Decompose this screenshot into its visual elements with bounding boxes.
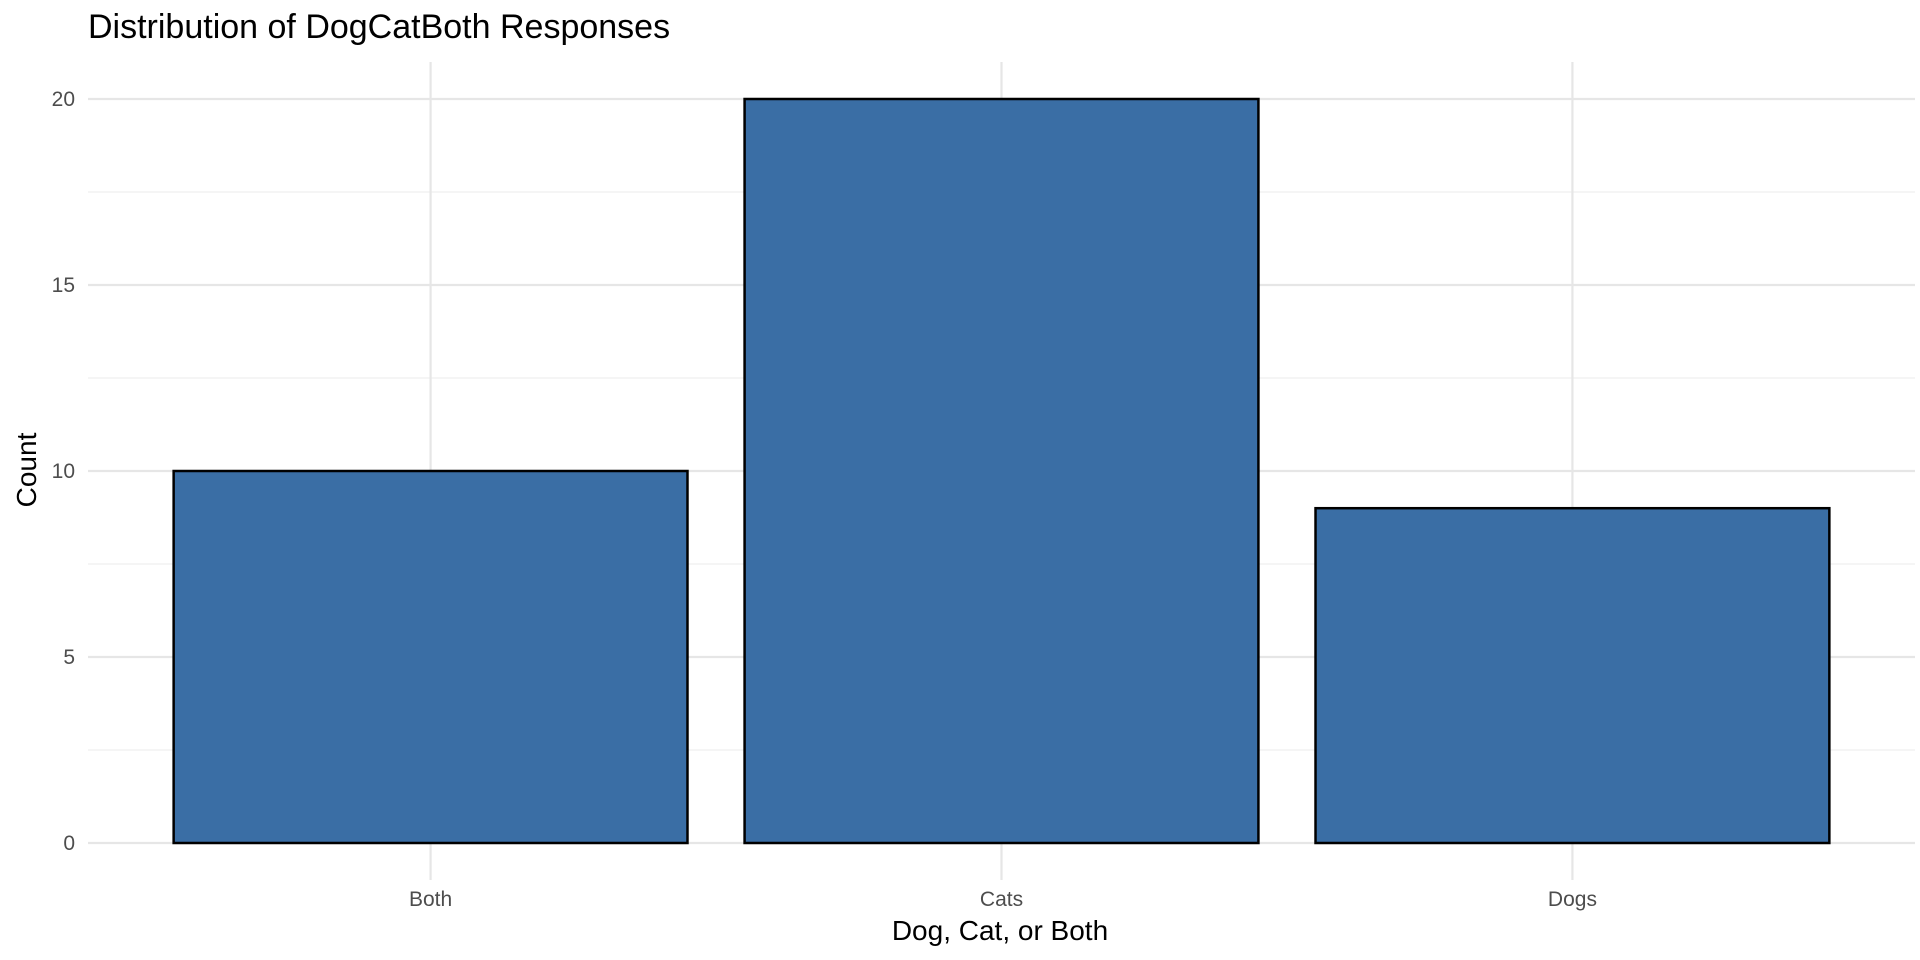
bar-both bbox=[172, 469, 689, 845]
y-axis-title: Count bbox=[11, 432, 42, 507]
x-tick-label: Both bbox=[409, 888, 452, 911]
y-tick-label: 10 bbox=[52, 460, 75, 483]
bars bbox=[172, 97, 1831, 845]
chart-title: Distribution of DogCatBoth Responses bbox=[88, 8, 670, 46]
x-axis-title: Dog, Cat, or Both bbox=[892, 915, 1108, 946]
y-tick-label: 5 bbox=[63, 646, 75, 669]
x-tick-label: Cats bbox=[980, 888, 1023, 911]
bar-dogs bbox=[1314, 506, 1831, 845]
x-axis-tick-labels: Both Cats Dogs bbox=[409, 888, 1597, 911]
y-tick-label: 20 bbox=[52, 88, 75, 111]
y-axis-tick-labels: 0 5 10 15 20 bbox=[52, 88, 75, 855]
y-tick-label: 15 bbox=[52, 274, 75, 297]
x-tick-label: Dogs bbox=[1548, 888, 1597, 911]
bar-cats bbox=[743, 97, 1260, 845]
y-tick-label: 0 bbox=[63, 832, 75, 855]
